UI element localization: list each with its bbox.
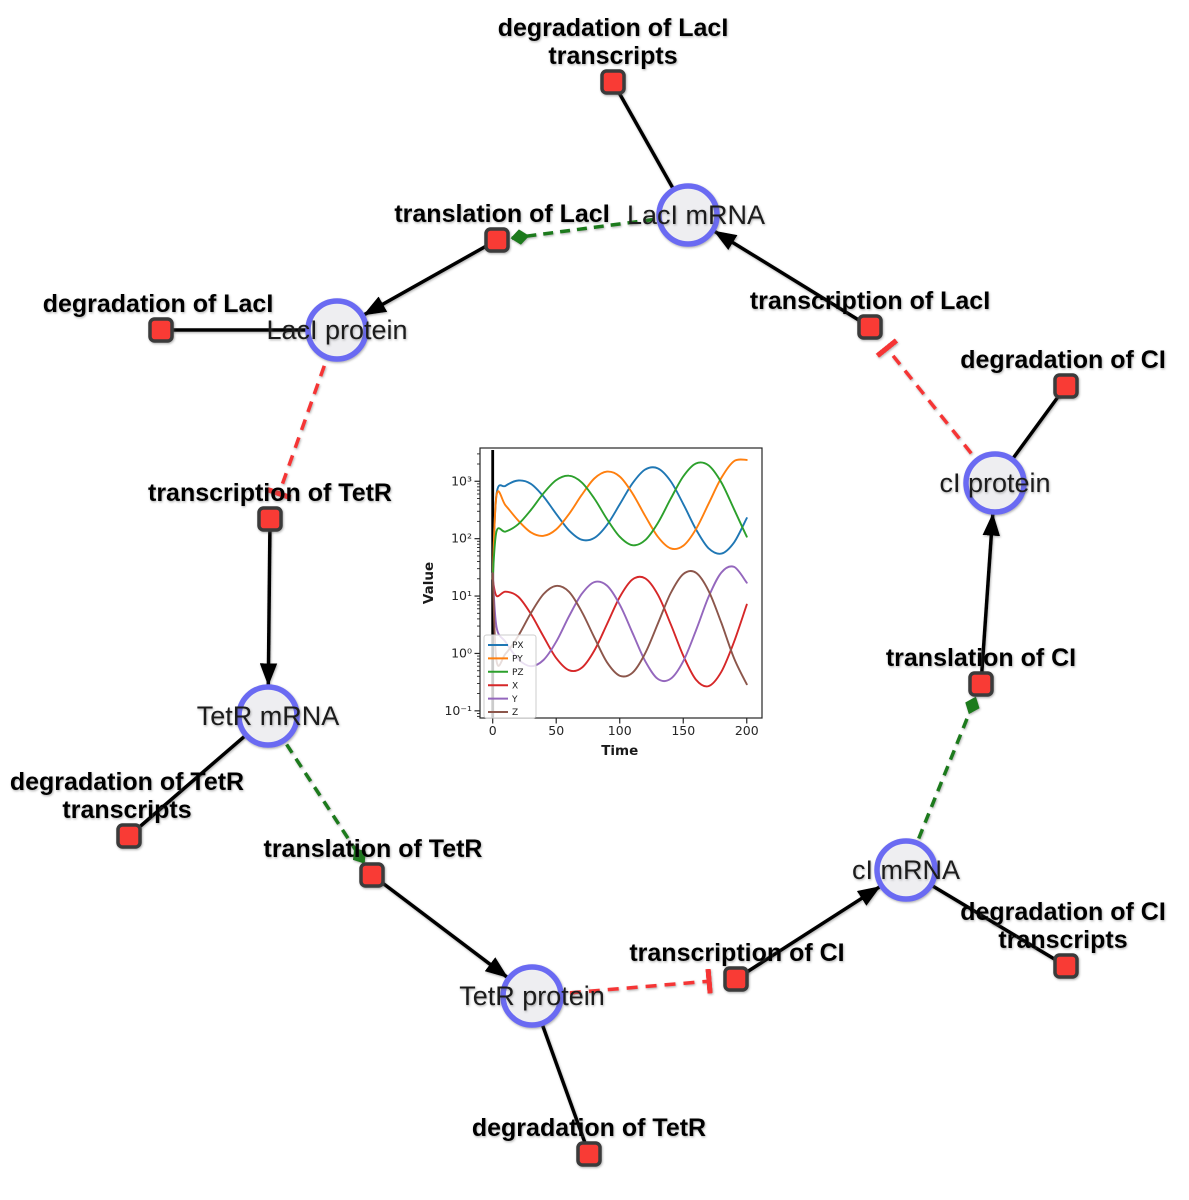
reaction-node-deg_laci[interactable]: [148, 317, 174, 343]
time-axis-label: Time: [601, 743, 638, 759]
series-line-X: [491, 575, 748, 688]
edge-production-tx_tetr-to-tetr_mrna: [259, 518, 278, 687]
edge-modifier-ci_mrna-to-transl_ci: [904, 696, 980, 871]
y-tick-label-1e2: 10²: [451, 531, 472, 546]
species-label-ci_protein: cI protein: [939, 468, 1050, 498]
species-label-tetr_mrna: TetR mRNA: [197, 701, 340, 731]
x-tick-label-150: 150: [671, 723, 695, 738]
species-label-laci_protein: LacI protein: [266, 315, 407, 345]
edge-production-transl_ci-to-ci_protein: [979, 512, 1001, 685]
species-node-ci_mrna[interactable]: [874, 838, 938, 902]
species-label-ci_mrna: cI mRNA: [852, 855, 960, 885]
x-tick-label-200: 200: [735, 723, 759, 738]
reaction-label-deg_ci_tx-line1: transcripts: [998, 926, 1127, 954]
x-tick-label-100: 100: [608, 723, 632, 738]
species-label-laci_mrna: LacI mRNA: [627, 200, 765, 230]
y-tick-label-1e-1: 10⁻¹: [444, 703, 472, 718]
chart-legend: PX PY PZ XYZ: [483, 634, 537, 719]
reaction-node-deg_laci_tx[interactable]: [600, 69, 626, 95]
reaction-label-tx_tetr-line0: transcription of TetR: [148, 479, 392, 507]
species-node-laci_protein[interactable]: [305, 298, 369, 362]
y-tick-label-1e1: 10¹: [451, 588, 472, 603]
reaction-label-tx_ci-line0: transcription of CI: [629, 939, 844, 967]
series-line-PX: [491, 466, 748, 580]
reaction-node-deg_tetr_tx[interactable]: [116, 823, 142, 849]
reaction-label-transl_laci-line0: translation of LacI: [394, 200, 609, 228]
species-node-tetr_protein[interactable]: [500, 964, 564, 1028]
legend-label-PY: PY: [512, 655, 523, 665]
legend-label-X: X: [512, 681, 518, 691]
species-node-ci_protein[interactable]: [963, 451, 1027, 515]
edge-production-transl_tetr-to-tetr_protein: [370, 873, 509, 979]
reaction-label-transl_ci-line0: translation of CI: [886, 644, 1076, 672]
y-tick-label-1e3: 10³: [451, 473, 472, 488]
series-line-PY: [491, 458, 748, 580]
reaction-label-deg_ci-line0: degradation of CI: [960, 346, 1166, 374]
reaction-node-tx_tetr[interactable]: [257, 506, 283, 532]
reaction-label-deg_laci_tx-line1: transcripts: [548, 42, 677, 70]
reaction-label-tx_laci-line0: transcription of LacI: [750, 287, 990, 315]
reaction-node-deg_tetr[interactable]: [576, 1141, 602, 1167]
reaction-label-deg_ci_tx-line0: degradation of CI: [960, 898, 1166, 926]
legend-label-PX: PX: [512, 641, 524, 651]
species-label-tetr_protein: TetR protein: [459, 981, 605, 1011]
x-tick-label-0: 0: [489, 723, 497, 738]
reaction-label-transl_tetr-line0: translation of TetR: [264, 835, 483, 863]
legend-label-Y: Y: [511, 695, 518, 705]
reaction-node-deg_ci_tx[interactable]: [1053, 953, 1079, 979]
y-tick-label-1e0: 10⁰: [451, 645, 472, 660]
reaction-label-deg_tetr_tx-line0: degradation of TetR: [10, 768, 244, 796]
edge-modifier-tetr_mrna-to-transl_tetr: [266, 715, 366, 864]
value-axis-label: Value: [421, 562, 437, 604]
reaction-label-deg_tetr_tx-line1: transcripts: [62, 796, 191, 824]
reaction-node-tx_laci[interactable]: [857, 314, 883, 340]
species-node-tetr_mrna[interactable]: [236, 684, 300, 748]
reaction-node-transl_ci[interactable]: [968, 671, 994, 697]
reaction-label-deg_laci-line0: degradation of LacI: [43, 290, 274, 318]
reaction-node-deg_ci[interactable]: [1053, 373, 1079, 399]
chart-frame: [479, 447, 763, 719]
edge-modifier-laci_mrna-to-transl_laci: [510, 213, 689, 245]
species-node-laci_mrna[interactable]: [656, 183, 720, 247]
edge-production-tx_laci-to-laci_mrna: [713, 229, 871, 329]
inset-timeseries-chart: 0 50 100 150 20010³10²10¹10⁰10⁻¹TimeValuePXP…: [421, 447, 763, 759]
reaction-node-tx_ci[interactable]: [723, 966, 749, 992]
legend-box: [483, 634, 537, 719]
edge-production-tx_ci-to-ci_mrna: [735, 885, 881, 981]
legend-label-PZ: PZ: [512, 668, 524, 678]
reaction-node-transl_tetr[interactable]: [359, 862, 385, 888]
series-line-PZ: [491, 461, 748, 580]
x-tick-label-50: 50: [548, 723, 564, 738]
series-line-Z: [491, 570, 748, 686]
reaction-label-deg_tetr-line0: degradation of TetR: [472, 1114, 706, 1142]
reaction-node-transl_laci[interactable]: [484, 227, 510, 253]
edge-production-transl_laci-to-laci_protein: [363, 238, 498, 317]
reaction-label-deg_laci_tx-line0: degradation of LacI: [498, 14, 729, 42]
legend-label-Z: Z: [512, 708, 518, 718]
